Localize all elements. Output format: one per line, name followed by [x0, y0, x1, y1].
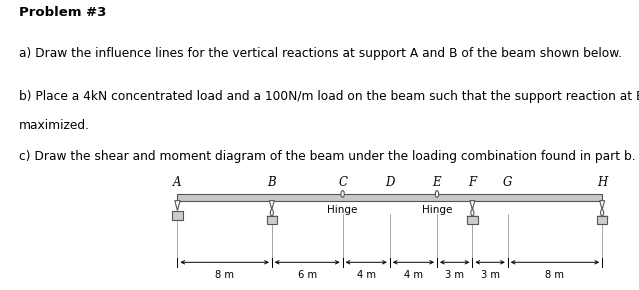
Text: 3 m: 3 m	[445, 270, 464, 280]
Text: 4 m: 4 m	[404, 270, 423, 280]
Circle shape	[435, 191, 438, 197]
Text: D: D	[385, 176, 394, 189]
Circle shape	[341, 191, 344, 197]
Text: maximized.: maximized.	[19, 119, 90, 132]
Bar	[266, 216, 277, 224]
Text: 4 m: 4 m	[357, 270, 376, 280]
Text: Problem #3: Problem #3	[19, 6, 107, 19]
Text: A: A	[173, 176, 181, 189]
Text: 8 m: 8 m	[546, 270, 564, 280]
Bar	[178, 194, 602, 201]
Text: B: B	[268, 176, 276, 189]
Text: 6 m: 6 m	[298, 270, 317, 280]
Bar	[597, 216, 608, 224]
Text: b) Place a 4kN concentrated load and a 100N/m load on the beam such that the sup: b) Place a 4kN concentrated load and a 1…	[19, 90, 639, 103]
Text: Hinge: Hinge	[422, 205, 452, 215]
Text: C: C	[338, 176, 347, 189]
Text: F: F	[468, 176, 477, 189]
Text: 3 m: 3 m	[481, 270, 500, 280]
Text: 8 m: 8 m	[215, 270, 234, 280]
Circle shape	[270, 210, 273, 216]
Polygon shape	[174, 201, 180, 211]
Circle shape	[601, 210, 604, 216]
Text: c) Draw the shear and moment diagram of the beam under the loading combination f: c) Draw the shear and moment diagram of …	[19, 150, 636, 163]
Bar	[171, 211, 183, 220]
Text: G: G	[503, 176, 512, 189]
Polygon shape	[270, 201, 274, 210]
Polygon shape	[470, 201, 475, 210]
Text: a) Draw the influence lines for the vertical reactions at support A and B of the: a) Draw the influence lines for the vert…	[19, 46, 622, 59]
Polygon shape	[599, 201, 604, 210]
Text: E: E	[433, 176, 442, 189]
Text: Hinge: Hinge	[327, 205, 358, 215]
Circle shape	[471, 210, 474, 216]
Bar	[467, 216, 478, 224]
Text: H: H	[597, 176, 607, 189]
